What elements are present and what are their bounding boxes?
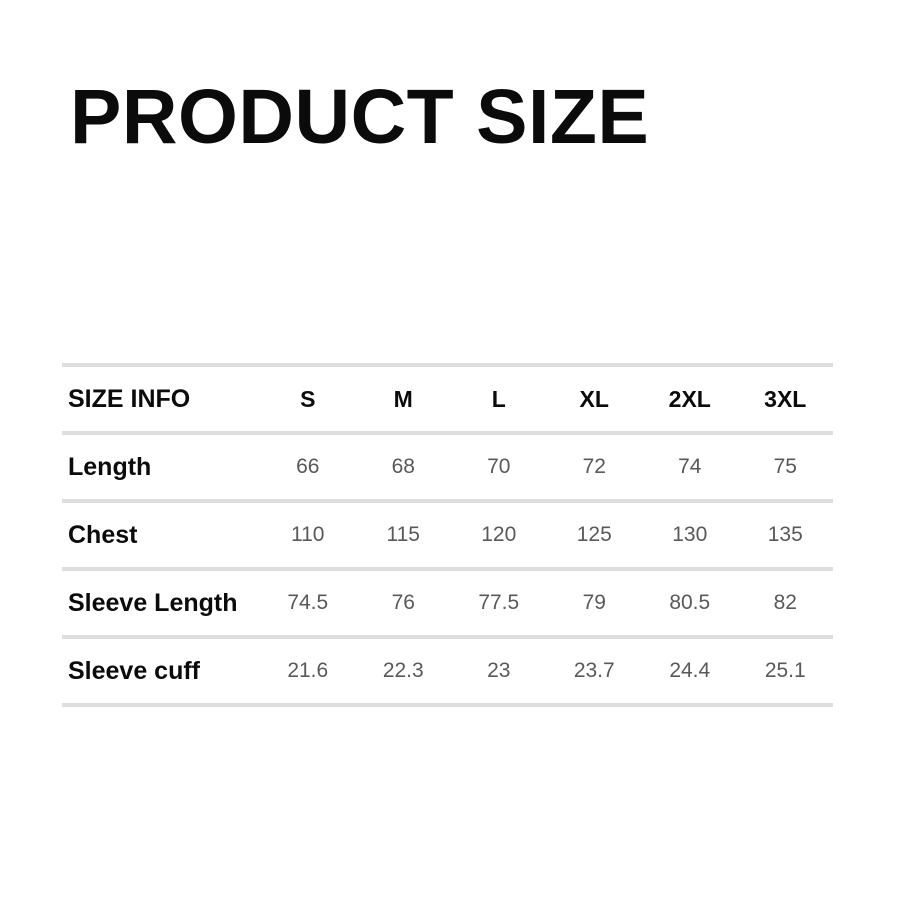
measurement-value: 74: [678, 455, 702, 478]
measurement-value: 70: [487, 455, 511, 478]
measurement-value: 66: [296, 455, 320, 478]
col-header-m: M: [393, 385, 413, 412]
measurement-value: 25.1: [764, 659, 806, 682]
measurement-value: 68: [391, 455, 415, 478]
measurement-value: 23: [487, 659, 511, 682]
size-chart-table: SIZE INFO S M L XL 2XL 3XL Length 66 68 …: [62, 363, 833, 707]
measurement-value: 21.6: [287, 659, 329, 682]
measurement-value: 80.5: [669, 591, 711, 614]
measurement-value: 23.7: [573, 659, 615, 682]
table-row-length: Length 66 68 70 72 74 75: [62, 433, 833, 501]
table-row-chest: Chest 110 115 120 125 130 135: [62, 501, 833, 569]
col-header-l: L: [491, 385, 506, 412]
measurement-value: 74.5: [287, 591, 329, 614]
measurement-value: 110: [291, 523, 325, 546]
measurement-value: 115: [386, 523, 420, 546]
measurement-value: 130: [672, 523, 708, 546]
col-header-xl: XL: [579, 385, 609, 412]
measurement-value: 135: [767, 523, 803, 546]
measurement-value: 120: [481, 523, 517, 546]
measurement-value: 75: [773, 455, 797, 478]
page-title: PRODUCT SIZE: [70, 74, 650, 160]
row-label: Sleeve Length: [68, 588, 238, 617]
row-label: Length: [68, 452, 152, 481]
table-row-sleeve-length: Sleeve Length 74.5 76 77.5 79 80.5 82: [62, 569, 833, 637]
measurement-value: 79: [582, 591, 606, 614]
col-header-2xl: 2XL: [668, 385, 711, 412]
measurement-value: 72: [582, 455, 606, 478]
measurement-value: 22.3: [382, 659, 424, 682]
measurement-value: 77.5: [478, 591, 520, 614]
measurement-value: 76: [391, 591, 415, 614]
col-header-3xl: 3XL: [764, 385, 807, 412]
measurement-value: 24.4: [669, 659, 711, 682]
table-header-row: SIZE INFO S M L XL 2XL 3XL: [62, 365, 833, 433]
row-label: Chest: [68, 520, 138, 549]
row-label: Sleeve cuff: [68, 656, 201, 685]
measurement-value: 125: [576, 523, 612, 546]
col-header-size-info: SIZE INFO: [68, 384, 191, 413]
measurement-value: 82: [773, 591, 797, 614]
col-header-s: S: [300, 385, 316, 412]
table-row-sleeve-cuff: Sleeve cuff 21.6 22.3 23 23.7 24.4 25.1: [62, 637, 833, 705]
